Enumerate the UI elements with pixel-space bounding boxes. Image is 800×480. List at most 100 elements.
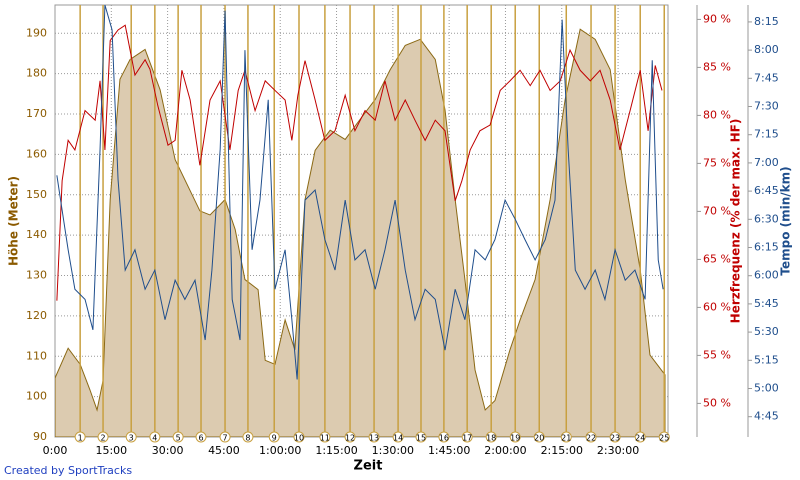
y2-tick-label: 70 % [703,204,731,217]
lap-label: 19 [510,434,520,443]
x-axis-title: Zeit [354,459,383,474]
lap-badge [368,431,380,443]
lap-badge [533,431,545,443]
lap-label: 23 [610,434,620,443]
y-tick-label: 170 [26,107,47,120]
y3-tick-label: 5:45 [754,297,779,310]
x-tick-label: 2:30:00 [597,444,639,457]
lap-label: 13 [369,434,379,443]
lap-badge [293,431,305,443]
x-tick-label: 2:15:00 [541,444,583,457]
y2-tick-label: 85 % [703,60,731,73]
lap-badge [609,431,621,443]
lap-label: 3 [129,434,134,443]
footer: Created by SportTracks [4,464,132,477]
lap-badge [634,431,646,443]
lap-badge [585,431,597,443]
y2-tick-label: 60 % [703,300,731,313]
lap-badge [560,431,572,443]
series-line [56,5,664,380]
y2-axis-title: Herzfrequenz (% der max. HF) [729,119,743,324]
lap-label: 8 [245,434,250,443]
y3-tick-label: 8:15 [754,15,779,28]
lap-label: 24 [635,434,645,443]
y-tick-label: 120 [26,309,47,322]
lap-label: 18 [486,434,496,443]
y-tick-label: 90 [33,430,47,443]
y-tick-label: 130 [26,269,47,282]
lap-label: 7 [223,434,228,443]
lap-badge [125,431,137,443]
y-tick-label: 110 [26,349,47,362]
lap-label: 1 [78,434,83,443]
x-tick-label: 0:00 [43,444,68,457]
x-tick-label: 2:00:00 [484,444,526,457]
y-tick-label: 160 [26,147,47,160]
y-tick-label: 100 [26,390,47,403]
lap-label: 11 [320,434,330,443]
lap-label: 15 [416,434,426,443]
lap-badge [461,431,473,443]
lap-label: 16 [439,434,449,443]
y3-tick-label: 4:45 [754,410,779,423]
y-tick-label: 180 [26,67,47,80]
x-tick-label: 1:15:00 [315,444,357,457]
y-tick-label: 190 [26,26,47,39]
y3-tick-label: 7:00 [754,156,779,169]
y2-tick-label: 90 % [703,12,731,25]
lap-label: 6 [198,434,203,443]
y3-tick-label: 7:15 [754,128,779,141]
y-tick-label: 150 [26,188,47,201]
y3-tick-label: 5:15 [754,353,779,366]
lap-label: 25 [659,434,669,443]
y3-tick-label: 6:00 [754,269,779,282]
y3-tick-label: 8:00 [754,43,779,56]
y2-tick-label: 80 % [703,108,731,121]
lap-badge [438,431,450,443]
lap-label: 21 [561,434,571,443]
y3-tick-label: 6:30 [754,212,779,225]
lap-badge [74,431,86,443]
lap-badge [509,431,521,443]
lap-badge [195,431,207,443]
lap-badge [658,431,670,443]
y2-tick-label: 65 % [703,252,731,265]
x-tick-label: 45:00 [208,444,240,457]
x-tick-label: 1:45:00 [428,444,470,457]
lap-label: 10 [294,434,304,443]
lap-label: 20 [534,434,544,443]
lap-badge [172,431,184,443]
lap-label: 12 [345,434,355,443]
x-tick-label: 1:00:00 [259,444,301,457]
y-axis-title: Höhe (Meter) [7,176,21,266]
y3-tick-label: 5:30 [754,325,779,338]
x-tick-label: 30:00 [152,444,184,457]
lap-label: 14 [393,434,403,443]
y3-tick-label: 6:15 [754,241,779,254]
y3-axis-title: Tempo (min/km) [779,166,793,275]
elevation-area [55,28,666,437]
y3-tick-label: 7:45 [754,71,779,84]
lap-badge [344,431,356,443]
x-tick-label: 1:30:00 [372,444,414,457]
y2-tick-label: 55 % [703,348,731,361]
y2-tick-label: 50 % [703,396,731,409]
lap-badge [392,431,404,443]
lap-badge [319,431,331,443]
y3-tick-label: 7:30 [754,100,779,113]
lap-label: 17 [462,434,472,443]
lap-label: 4 [152,434,157,443]
y3-tick-label: 6:45 [754,184,779,197]
lap-label: 22 [586,434,596,443]
lap-badge [149,431,161,443]
lap-label: 9 [272,434,277,443]
lap-badge [97,431,109,443]
lap-badge [242,431,254,443]
lap-badge [219,431,231,443]
x-tick-label: 15:00 [95,444,127,457]
y-tick-label: 140 [26,228,47,241]
lap-label: 5 [176,434,181,443]
lap-badge [485,431,497,443]
y2-tick-label: 75 % [703,156,731,169]
